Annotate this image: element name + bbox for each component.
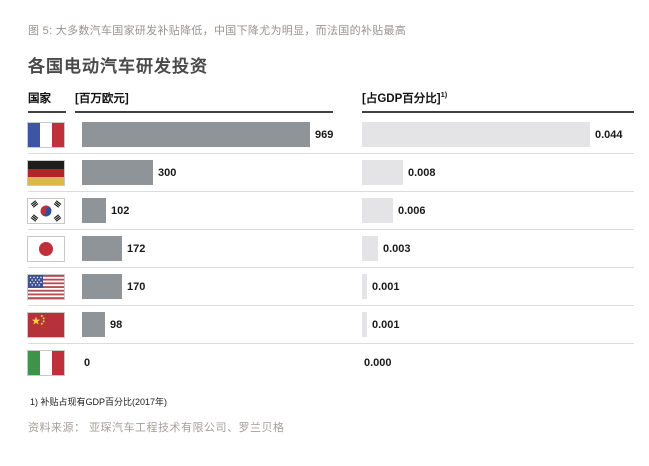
- right-bar-cell: 0.006: [362, 198, 634, 223]
- left-bar: [82, 122, 310, 147]
- france-flag-icon: [27, 121, 82, 148]
- right-bar-cell: 0.008: [362, 160, 634, 185]
- column-header-million-euro: [百万欧元]: [75, 90, 333, 113]
- left-bar-value-label: 969: [315, 128, 334, 141]
- left-bar: [82, 312, 105, 337]
- right-bar-value-label: 0.008: [408, 166, 436, 179]
- right-bar-cell: 0.001: [362, 274, 634, 299]
- left-bar-cell: 172: [82, 236, 362, 261]
- right-bar-value-label: 0.001: [372, 280, 400, 293]
- right-bar-value-label: 0.003: [383, 242, 411, 255]
- right-bar-value-label: 0.006: [398, 204, 426, 217]
- left-bar-value-label: 98: [110, 318, 123, 331]
- table-header-row: 国家 [百万欧元] [占GDP百分比]1): [28, 90, 634, 113]
- chart-row-south-korea: 102 0.006: [27, 192, 634, 230]
- source-line: 资料来源： 亚琛汽车工程技术有限公司、罗兰贝格: [28, 422, 285, 434]
- figure-caption: 图 5: 大多数汽车国家研发补贴降低，中国下降尤为明显，而法国的补贴最高: [28, 25, 407, 37]
- chart-rows: 969 0.044 300 0.008 102 0.006 172 0.003 170 0.001…: [27, 116, 634, 381]
- footnote: 1) 补贴占现有GDP百分比(2017年): [30, 397, 168, 407]
- right-bar-cell: 0.003: [362, 236, 634, 261]
- chart-title: 各国电动汽车研发投资: [28, 57, 208, 76]
- left-bar-value-label: 172: [127, 242, 146, 255]
- italy-flag-icon: [27, 349, 82, 376]
- left-bar-cell: 170: [82, 274, 362, 299]
- left-bar-value-label: 170: [127, 280, 146, 293]
- left-bar-cell: 969: [82, 122, 362, 147]
- right-bar: [362, 160, 403, 185]
- left-bar: [82, 198, 106, 223]
- japan-flag-icon: [27, 235, 82, 262]
- right-bar: [362, 198, 393, 223]
- south-korea-flag-icon: [27, 197, 82, 224]
- figure-container: 图 5: 大多数汽车国家研发补贴降低，中国下降尤为明显，而法国的补贴最高 各国电…: [0, 22, 649, 435]
- column-header-gdp-percent: [占GDP百分比]1): [362, 90, 634, 113]
- left-bar-cell: 300: [82, 160, 362, 185]
- chart-row-france: 969 0.044: [27, 116, 634, 154]
- left-bar-cell: 98: [82, 312, 362, 337]
- right-bar-cell: 0.000: [362, 357, 634, 369]
- china-flag-icon: [27, 311, 82, 338]
- left-bar-value-label: 300: [158, 166, 177, 179]
- left-bar-cell: 102: [82, 198, 362, 223]
- right-bar: [362, 122, 590, 147]
- left-bar-cell: 0: [82, 357, 362, 369]
- right-bar-cell: 0.001: [362, 312, 634, 337]
- right-bar-value-label: 0.001: [372, 318, 400, 331]
- chart-row-germany: 300 0.008: [27, 154, 634, 192]
- right-bar-cell: 0.044: [362, 122, 634, 147]
- chart-row-italy: 0 0.000: [27, 344, 634, 381]
- left-bar-value-label: 0: [84, 356, 91, 369]
- left-bar: [82, 274, 122, 299]
- left-bar-value-label: 102: [111, 204, 130, 217]
- column-header-country: 国家: [28, 90, 66, 113]
- right-bar: [362, 236, 378, 261]
- chart-row-usa: 170 0.001: [27, 268, 634, 306]
- right-bar-value-label: 0.044: [595, 128, 623, 141]
- right-bar: [362, 274, 367, 299]
- right-bar: [362, 312, 367, 337]
- right-bar-value-label: 0.000: [364, 356, 392, 369]
- chart-row-japan: 172 0.003: [27, 230, 634, 268]
- footnote-marker: 1): [440, 90, 448, 100]
- left-bar: [82, 160, 153, 185]
- germany-flag-icon: [27, 159, 82, 186]
- chart-row-china: 98 0.001: [27, 306, 634, 344]
- left-bar: [82, 236, 122, 261]
- usa-flag-icon: [27, 273, 82, 300]
